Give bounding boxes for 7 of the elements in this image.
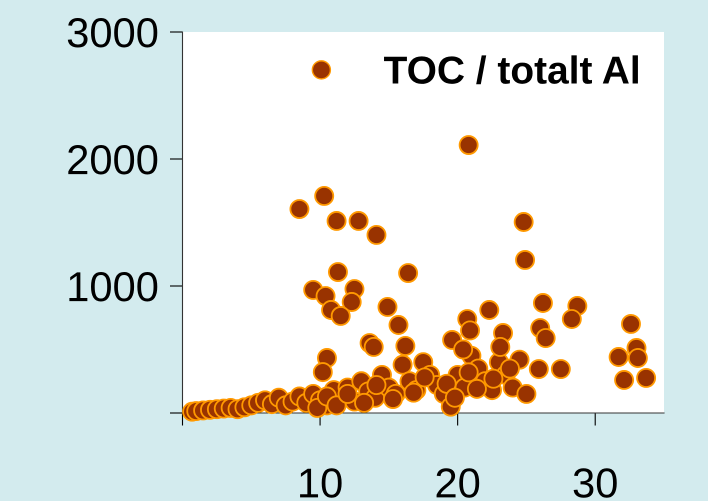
y-tick-label: 2000 [68, 145, 158, 175]
y-tick-label: 1000 [69, 272, 158, 302]
x-tick-label: 20 [436, 468, 480, 498]
y-tick-label: 3000 [68, 18, 158, 48]
legend-label: TOC / totalt Al [384, 55, 638, 84]
x-tick-label: 10 [300, 468, 342, 498]
x-tick-label: 30 [574, 468, 617, 498]
